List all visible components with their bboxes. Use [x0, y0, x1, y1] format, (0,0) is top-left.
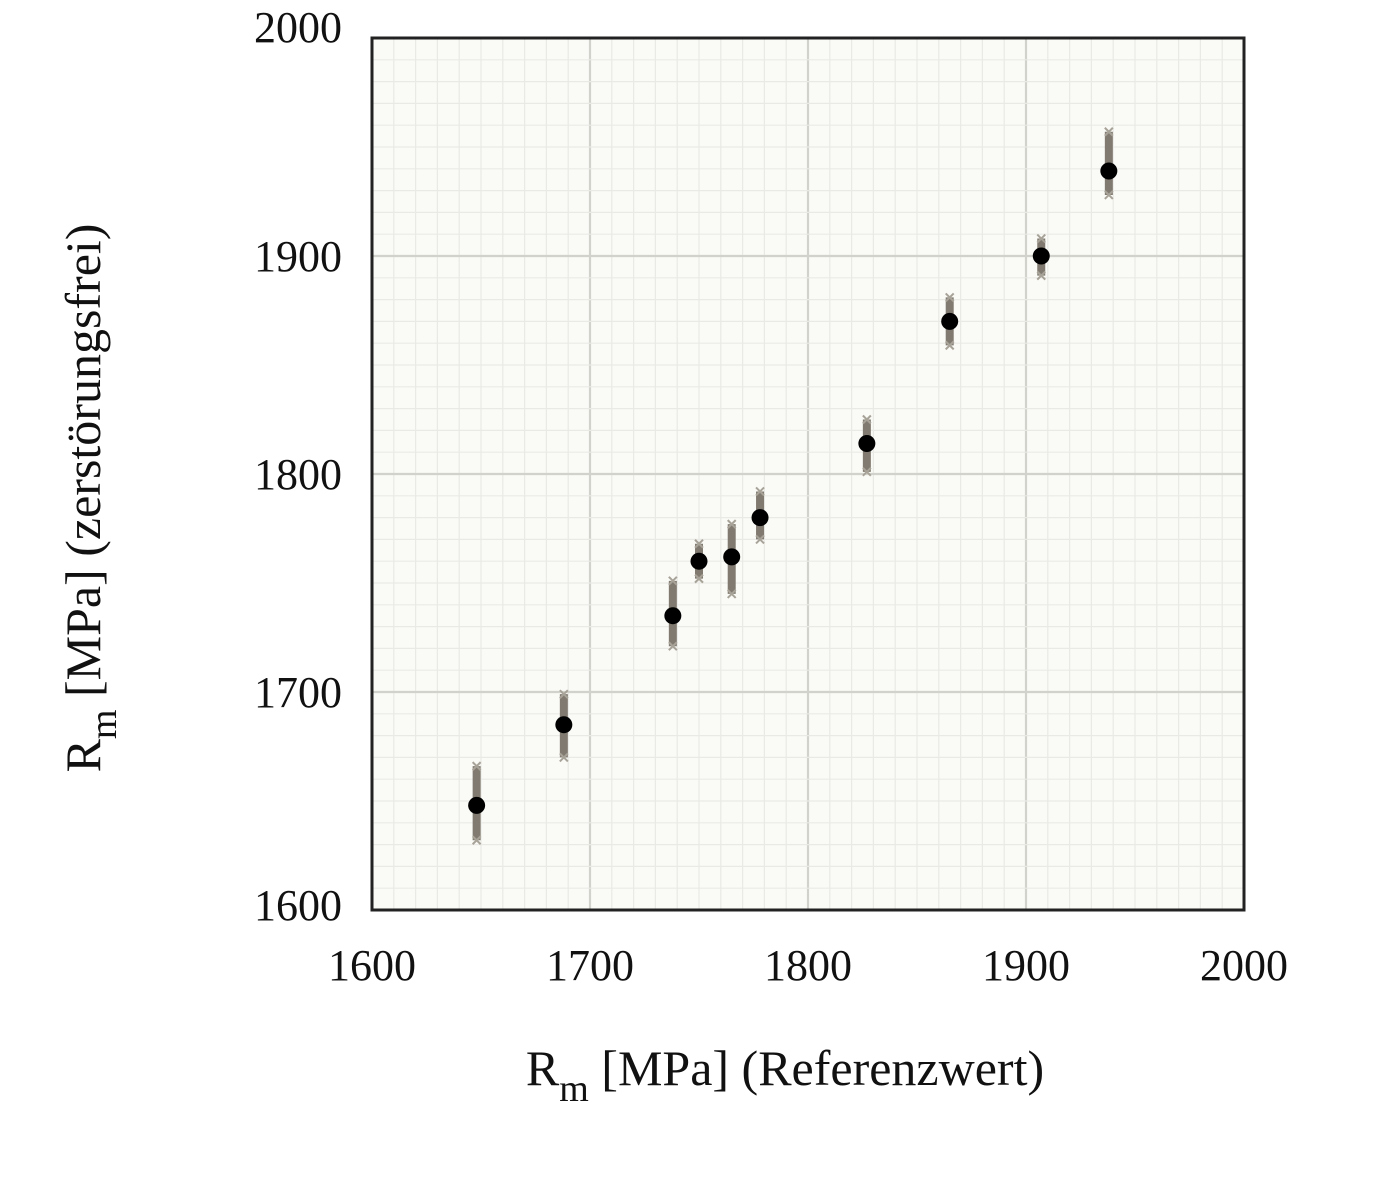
- error-cap: [755, 486, 765, 497]
- data-point-marker: [751, 509, 769, 527]
- data-point-group: [468, 761, 486, 845]
- data-point-marker: [664, 607, 682, 625]
- tick-labels: 1600 1700 1800 1900 2000 1600 1700 1800 1900 2000: [254, 3, 1288, 990]
- x-tick-label: 1600: [328, 941, 416, 990]
- error-cap: [694, 573, 704, 584]
- data-point-marker: [690, 552, 708, 570]
- y-axis-label: Rm [MPa] (zerstörungsfrei): [55, 224, 125, 773]
- data-point-group: [941, 292, 959, 351]
- error-cap: [668, 576, 678, 586]
- error-cap: [1104, 190, 1114, 200]
- error-cap: [694, 539, 704, 549]
- x-tick-label: 2000: [1200, 941, 1288, 990]
- error-cap: [862, 467, 872, 477]
- data-point-group: [751, 486, 769, 545]
- error-cap: [726, 519, 737, 529]
- y-tick-label: 1900: [254, 232, 342, 281]
- error-cap: [1036, 233, 1046, 244]
- data-point-group: [1032, 233, 1050, 281]
- error-cap: [1036, 270, 1046, 281]
- data-point-marker: [555, 716, 573, 734]
- y-tick-label: 1800: [254, 450, 342, 499]
- error-cap: [755, 534, 765, 545]
- x-tick-label: 1900: [982, 941, 1070, 990]
- error-cap: [471, 835, 482, 845]
- data-point-marker: [723, 548, 741, 566]
- y-tick-label: 1700: [254, 668, 342, 717]
- error-cap: [944, 340, 955, 351]
- data-point-marker: [941, 312, 959, 330]
- x-axis-label: Rm [MPa] (Referenzwert): [526, 1040, 1044, 1110]
- data-point-group: [1100, 127, 1118, 200]
- data-point-marker: [858, 434, 876, 452]
- error-cap: [944, 292, 955, 303]
- data-point-marker: [1032, 247, 1050, 265]
- data-point-group: [690, 539, 708, 584]
- x-tick-label: 1800: [764, 941, 852, 990]
- error-cap: [668, 641, 678, 651]
- error-cap: [559, 689, 569, 699]
- error-cap: [862, 414, 872, 425]
- data-point-marker: [468, 796, 486, 814]
- data-point-group: [723, 519, 741, 599]
- error-cap: [559, 752, 569, 763]
- plot-frame: [370, 36, 1246, 912]
- data-point-group: [664, 576, 682, 651]
- data-point-group: [858, 414, 876, 477]
- y-tick-label: 2000: [254, 3, 342, 52]
- error-cap: [726, 589, 737, 599]
- grid: [372, 38, 1244, 910]
- data-point-group: [555, 689, 573, 763]
- error-cap: [471, 761, 482, 771]
- error-cap: [1104, 127, 1114, 137]
- data-points: [468, 127, 1118, 845]
- data-point-marker: [1100, 162, 1118, 180]
- y-tick-label: 1600: [254, 881, 342, 930]
- x-tick-label: 1700: [546, 941, 634, 990]
